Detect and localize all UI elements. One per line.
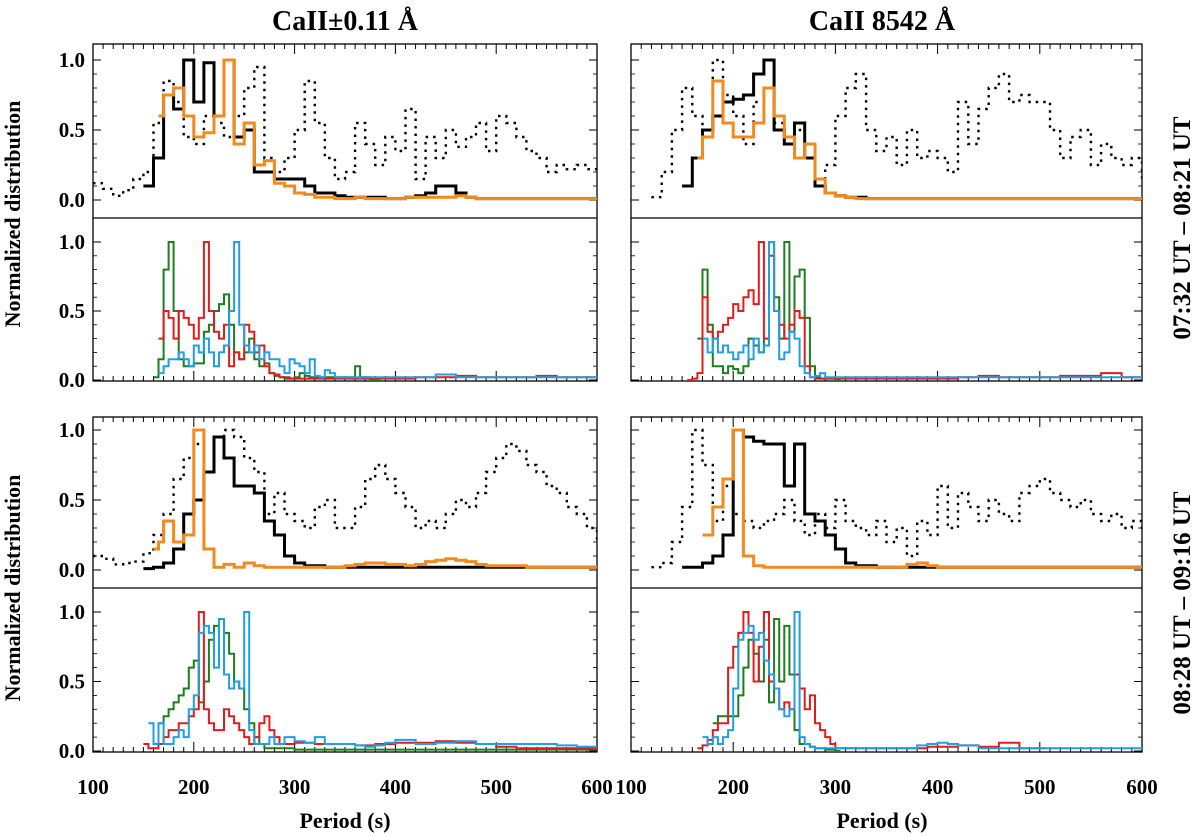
series-solid-r2c2-top	[682, 428, 1142, 569]
series-orange-r1c1-top	[158, 58, 597, 201]
x-axis-label-left: Period (s)	[299, 808, 390, 833]
series-solid-r1c2-top	[682, 58, 1142, 201]
y-tick-label: 0.5	[59, 488, 85, 512]
column-title-right: CaII 8542 Å	[809, 6, 956, 37]
series-dotted-r2c2-top	[651, 428, 1142, 569]
x-tick-label: 400	[380, 775, 412, 799]
series-orange-r2c2-top	[702, 428, 1142, 569]
x-tick-label: 600	[581, 775, 613, 799]
x-tick-label: 200	[717, 775, 749, 799]
series-blue-r1c2-bottom	[702, 241, 1142, 379]
y-tick-label: 0.0	[59, 558, 85, 582]
y-tick-label: 0.5	[59, 670, 85, 694]
panel-frame-r2c1	[92, 416, 598, 753]
y-tick-label: 0.0	[59, 739, 85, 763]
x-tick-label: 300	[820, 775, 852, 799]
panels-group: 0.0 0.5 1.0 0.0 0.5 1.0 100 200 300 400 500 600 0.0 0…	[59, 43, 1158, 799]
y-axis-label-bottom: Normalized distribution	[0, 475, 25, 702]
x-tick-label: 100	[615, 775, 647, 799]
panel-frame-r2c2	[630, 416, 1143, 753]
y-axis-label-top: Normalized distribution	[0, 101, 25, 328]
x-axis-label-right: Period (s)	[836, 808, 927, 833]
x-tick-label: 600	[1126, 775, 1158, 799]
y-tick-label: 1.0	[59, 418, 85, 442]
row-label-top: 07:32 UT – 08:21 UT	[1169, 116, 1196, 339]
y-tick-label: 1.0	[59, 600, 85, 624]
series-green-r1c1-bottom	[153, 241, 381, 381]
x-tick-label: 200	[178, 775, 210, 799]
series-orange-r2c1-top	[153, 428, 597, 569]
y-tick-label: 0.0	[59, 188, 85, 212]
x-tick-label: 500	[1024, 775, 1056, 799]
y-tick-label: 0.5	[59, 299, 85, 323]
x-tick-label: 500	[480, 775, 512, 799]
x-tick-label: 100	[77, 775, 109, 799]
series-dotted-r2c1-top	[93, 428, 597, 566]
x-tick-label: 400	[922, 775, 954, 799]
series-blue-r1c1-bottom	[158, 241, 597, 379]
column-title-left: CaII±0.11 Å	[272, 6, 419, 37]
series-green-r2c2-bottom	[712, 618, 841, 752]
series-dotted-r1c1-top	[93, 65, 597, 197]
series-red-r2c2-bottom	[697, 611, 1045, 750]
series-red-r1c1-bottom	[158, 241, 597, 380]
y-tick-label: 1.0	[59, 48, 85, 72]
row-label-bottom: 08:28 UT – 09:16 UT	[1169, 491, 1196, 714]
y-tick-label: 0.0	[59, 368, 85, 392]
y-tick-label: 0.5	[59, 118, 85, 142]
series-red-r1c2-bottom	[687, 241, 1142, 381]
series-blue-r2c1-bottom	[148, 611, 597, 748]
x-tick-label: 300	[279, 775, 311, 799]
series-orange-r1c2-top	[697, 79, 1142, 201]
series-solid-r1c1-top	[143, 58, 597, 201]
series-blue-r2c2-bottom	[702, 611, 1142, 750]
y-tick-label: 1.0	[59, 230, 85, 254]
series-dotted-r1c2-top	[651, 58, 1142, 199]
